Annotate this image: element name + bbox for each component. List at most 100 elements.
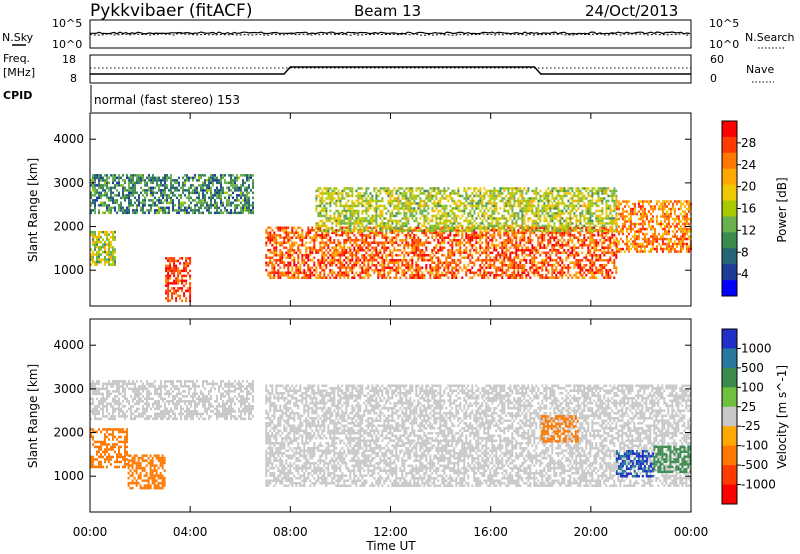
- heatmap-cell: [174, 186, 176, 190]
- heatmap-cell: [475, 217, 478, 220]
- heatmap-cell: [597, 187, 600, 190]
- heatmap-cell: [521, 264, 524, 267]
- heatmap-cell: [503, 227, 506, 230]
- heatmap-cell: [587, 192, 590, 195]
- heatmap-cell: [136, 204, 138, 207]
- heatmap-cell: [517, 249, 520, 252]
- heatmap-cell: [321, 209, 324, 213]
- heatmap-cell: [397, 261, 400, 264]
- heatmap-cell: [591, 254, 594, 257]
- heatmap-cell: [267, 234, 270, 237]
- heatmap-cell: [94, 186, 96, 190]
- heatmap-cell: [407, 231, 410, 234]
- heatmap-cell: [359, 229, 362, 232]
- heatmap-cell: [319, 192, 322, 195]
- heatmap-cell: [601, 197, 604, 200]
- heatmap-cell: [230, 189, 232, 192]
- heatmap-cell: [465, 271, 468, 274]
- heatmap-cell: [401, 202, 404, 205]
- heatmap-cell: [94, 243, 96, 246]
- heatmap-cell: [523, 217, 526, 220]
- heatmap-cell: [411, 236, 414, 239]
- heatmap-cell: [415, 246, 418, 249]
- heatmap-cell: [240, 194, 242, 197]
- heatmap-cell: [537, 207, 540, 210]
- heatmap-cell: [443, 241, 446, 244]
- heatmap-cell: [337, 222, 340, 225]
- heatmap-cell: [477, 227, 480, 230]
- heatmap-cell: [405, 219, 408, 223]
- heatmap-cell: [188, 179, 190, 182]
- heatmap-cell: [351, 244, 354, 247]
- heatmap-cell: [571, 217, 574, 220]
- heatmap-cell: [142, 179, 144, 182]
- heatmap-cell: [381, 222, 384, 225]
- heatmap-cell: [513, 271, 516, 274]
- heatmap-cell: [281, 229, 284, 232]
- heatmap-cell: [359, 231, 362, 234]
- heatmap-cell: [565, 251, 568, 254]
- heatmap-cell: [537, 239, 540, 242]
- heatmap-cell: [180, 196, 182, 200]
- heatmap-cell: [365, 246, 368, 249]
- heatmap-cell: [168, 189, 170, 192]
- heatmap-cell: [589, 269, 592, 272]
- heatmap-cell: [391, 199, 394, 203]
- heatmap-cell: [567, 266, 570, 269]
- heatmap-cell: [281, 226, 284, 229]
- heatmap-cell: [503, 239, 506, 242]
- heatmap-cell: [321, 192, 324, 195]
- heatmap-cell: [401, 261, 404, 264]
- heatmap-cell: [531, 239, 534, 242]
- heatmap-cell: [437, 261, 440, 264]
- heatmap-cell: [104, 174, 106, 177]
- heatmap-cell: [313, 236, 316, 239]
- heatmap-cell: [515, 256, 518, 259]
- heatmap-cell: [385, 212, 388, 215]
- heatmap-cell: [587, 227, 590, 230]
- heatmap-cell: [154, 204, 156, 207]
- heatmap-cell: [417, 194, 420, 198]
- heatmap-cell: [275, 234, 278, 237]
- heatmap-cell: [547, 222, 550, 225]
- heatmap-cell: [94, 194, 96, 197]
- heatmap-cell: [184, 206, 186, 210]
- heatmap-cell: [415, 202, 418, 205]
- heatmap-cell: [373, 246, 376, 249]
- heatmap-cell: [557, 276, 560, 279]
- heatmap-cell: [341, 219, 344, 223]
- heatmap-cell: [499, 192, 502, 195]
- heatmap-cell: [581, 226, 584, 229]
- heatmap-cell: [234, 189, 236, 192]
- heatmap-cell: [447, 194, 450, 198]
- heatmap-cell: [489, 229, 492, 232]
- heatmap-cell: [551, 276, 554, 279]
- heatmap-cell: [433, 227, 436, 230]
- heatmap-cell: [178, 199, 180, 202]
- heatmap-cell: [455, 239, 458, 242]
- heatmap-cell: [94, 174, 96, 177]
- heatmap-cell: [567, 234, 570, 237]
- heatmap-cell: [395, 192, 398, 195]
- heatmap-cell: [341, 194, 344, 198]
- heatmap-cell: [557, 264, 560, 267]
- heatmap-cell: [421, 244, 424, 247]
- heatmap-cell: [535, 256, 538, 259]
- heatmap-cell: [495, 209, 498, 213]
- heatmap-cell: [287, 264, 290, 267]
- heatmap-cell: [323, 269, 326, 272]
- heatmap-cell: [339, 192, 342, 195]
- heatmap-cell: [561, 269, 564, 272]
- heatmap-cell: [363, 217, 366, 220]
- heatmap-cell: [353, 219, 356, 223]
- heatmap-cell: [547, 187, 550, 190]
- heatmap-cell: [585, 207, 588, 210]
- heatmap-cell: [321, 229, 324, 233]
- heatmap-cell: [545, 259, 548, 262]
- heatmap-cell: [571, 234, 574, 237]
- heatmap-cell: [343, 264, 346, 267]
- heatmap-cell: [142, 189, 144, 192]
- heatmap-cell: [305, 251, 308, 254]
- heatmap-cell: [319, 261, 322, 264]
